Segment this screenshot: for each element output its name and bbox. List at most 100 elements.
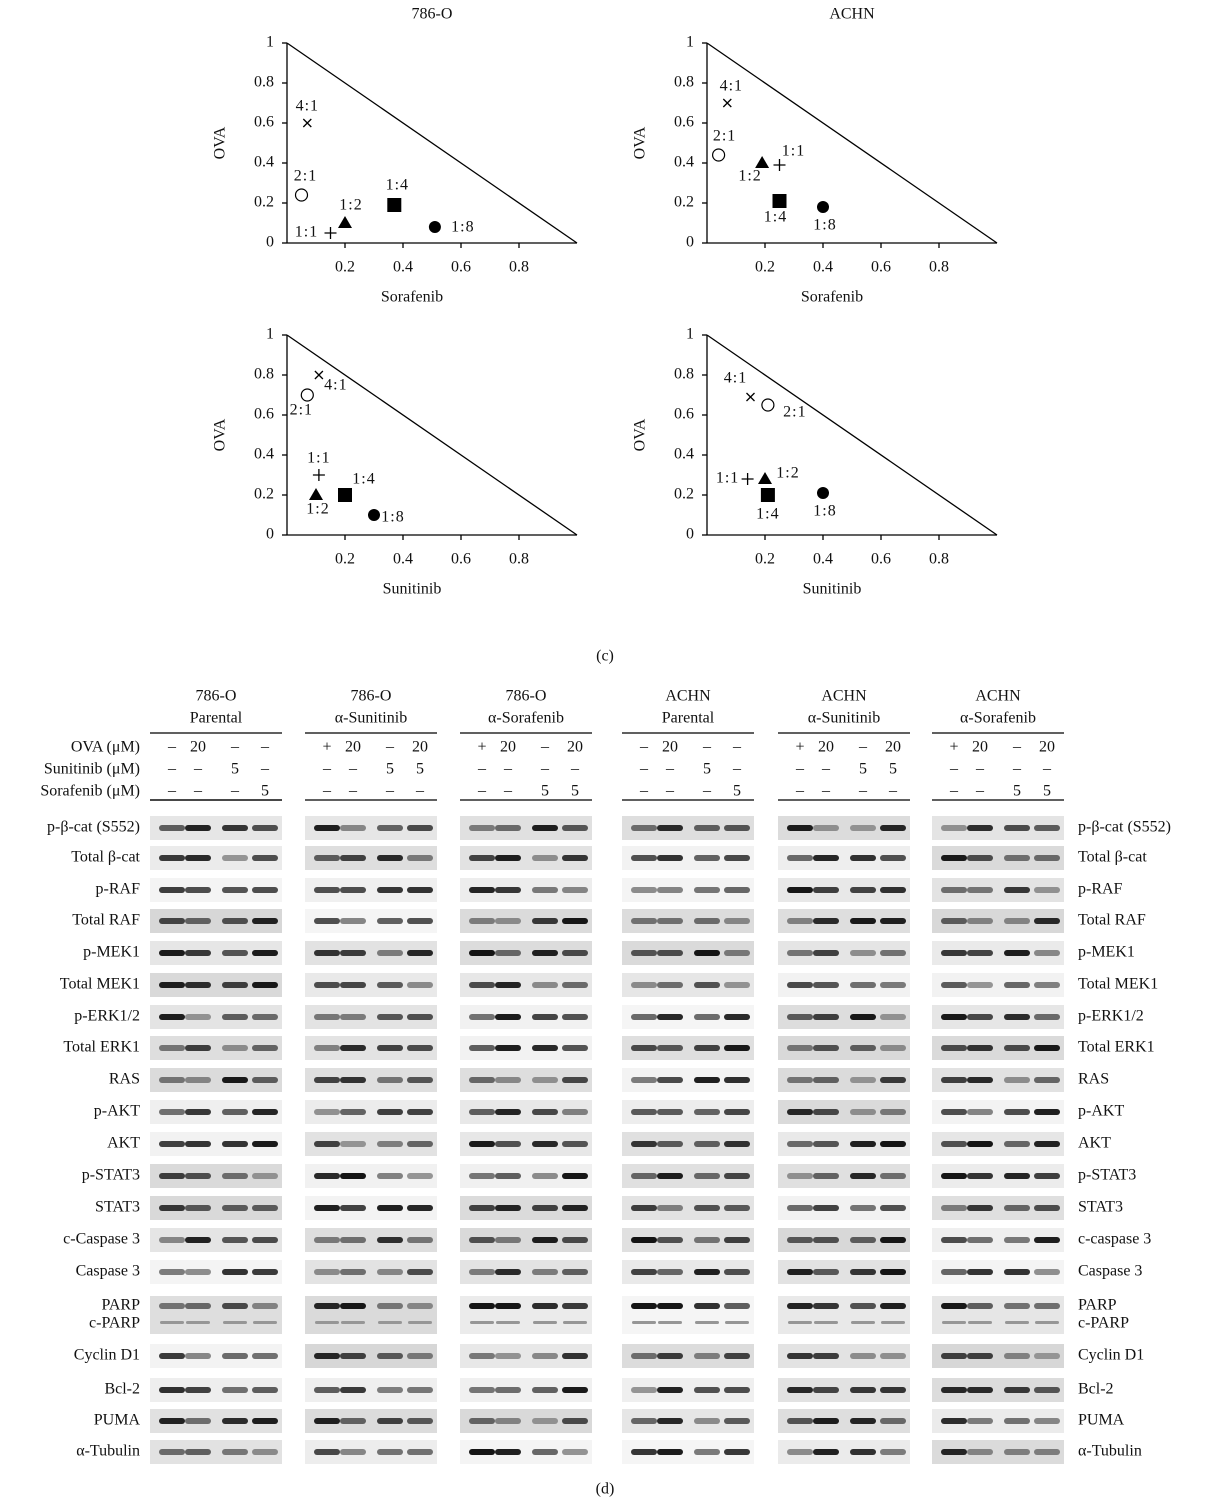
blot-band xyxy=(694,918,720,924)
blot-band xyxy=(185,887,211,893)
protein-label: Total MEK1 xyxy=(1078,976,1158,993)
blot-band xyxy=(813,1141,839,1147)
blot-band xyxy=(632,1321,656,1324)
blot-band xyxy=(941,982,967,988)
blot-band xyxy=(495,1387,521,1393)
blot-band xyxy=(407,1418,433,1424)
blot-band xyxy=(495,825,521,831)
blot-band xyxy=(941,855,967,861)
blot-band xyxy=(787,1173,813,1179)
blot-image xyxy=(305,1296,437,1334)
blot-band xyxy=(657,1237,683,1243)
protein-label: Bcl-2 xyxy=(1078,1381,1114,1398)
protein-label: Total RAF xyxy=(72,912,140,929)
blot-band xyxy=(850,1045,876,1051)
blot-band xyxy=(724,1077,750,1083)
blot-band xyxy=(941,1269,967,1275)
blot-band xyxy=(880,1014,906,1020)
blot-band xyxy=(469,1077,495,1083)
blot-band xyxy=(1004,1045,1030,1051)
blot-band xyxy=(252,1141,278,1147)
blot-band xyxy=(941,918,967,924)
blot-band xyxy=(377,1141,403,1147)
blot-band xyxy=(967,1269,993,1275)
blot-band xyxy=(185,1205,211,1211)
additivity-line xyxy=(707,335,997,535)
blot-band xyxy=(407,887,433,893)
treatment-value: – xyxy=(975,783,985,800)
group-title: ACHN xyxy=(975,688,1021,705)
treatment-label: OVA (μM) xyxy=(71,739,140,756)
blot-band xyxy=(694,1141,720,1147)
blot-band xyxy=(850,982,876,988)
blot-band xyxy=(788,1321,812,1324)
group-title: 786-O xyxy=(506,688,547,705)
blot-band xyxy=(532,1353,558,1359)
point-label: 1:4 xyxy=(352,471,375,488)
blot-band xyxy=(469,918,495,924)
blot-band xyxy=(469,1141,495,1147)
y-tick-label: 0.4 xyxy=(254,446,274,463)
blot-band xyxy=(562,1205,588,1211)
treatment-value: – xyxy=(167,739,177,756)
blot-band xyxy=(1004,1353,1030,1359)
blot-band xyxy=(407,1045,433,1051)
blot-band xyxy=(880,1418,906,1424)
treatment-value: 5 xyxy=(386,761,394,778)
point-label: 1:8 xyxy=(451,219,474,236)
blot-band xyxy=(1004,1387,1030,1393)
blot-band xyxy=(377,825,403,831)
blot-band xyxy=(967,855,993,861)
protein-label: Cyclin D1 xyxy=(74,1347,140,1364)
blot-band xyxy=(694,1303,720,1309)
blot-band xyxy=(850,1141,876,1147)
protein-label: PUMA xyxy=(1078,1412,1125,1429)
blot-band xyxy=(495,918,521,924)
point-label: 2:1 xyxy=(290,402,313,419)
blot-band xyxy=(1004,1449,1030,1455)
blot-band xyxy=(1034,982,1060,988)
protein-label: c-Caspase 3 xyxy=(63,1231,140,1248)
blot-band xyxy=(631,1173,657,1179)
y-tick-label: 0 xyxy=(266,526,274,543)
blot-band xyxy=(724,1449,750,1455)
protein-label: p-ERK1/2 xyxy=(1078,1008,1144,1025)
blot-band xyxy=(813,1303,839,1309)
blot-band xyxy=(469,825,495,831)
blot-band xyxy=(1004,887,1030,893)
treatment-value: – xyxy=(1012,739,1022,756)
blot-band xyxy=(657,1109,683,1115)
blot-band xyxy=(314,982,340,988)
blot-band xyxy=(252,1237,278,1243)
blot-band xyxy=(407,1387,433,1393)
panel-label: (d) xyxy=(596,1481,615,1498)
chart-title: ACHN xyxy=(829,6,875,23)
blot-band xyxy=(967,1237,993,1243)
blot-band xyxy=(941,1418,967,1424)
treatment-value: – xyxy=(1042,761,1052,778)
protein-label: α-Tubulin xyxy=(76,1443,140,1460)
blot-band xyxy=(562,1269,588,1275)
blot-band xyxy=(185,1449,211,1455)
treatment-value: – xyxy=(193,783,203,800)
blot-band xyxy=(850,950,876,956)
protein-label: Total β-cat xyxy=(1078,849,1147,866)
blot-band xyxy=(185,982,211,988)
blot-band xyxy=(1035,1321,1059,1324)
treatment-value: 5 xyxy=(261,783,269,800)
blot-band xyxy=(185,918,211,924)
blot-band xyxy=(1034,1173,1060,1179)
blot-band xyxy=(1004,950,1030,956)
blot-band xyxy=(222,887,248,893)
x-tick-label: 0.8 xyxy=(929,551,949,568)
blot-band xyxy=(813,1077,839,1083)
blot-band xyxy=(880,1141,906,1147)
blot-band xyxy=(186,1321,210,1324)
blot-band xyxy=(495,1014,521,1020)
blot-band xyxy=(967,1353,993,1359)
treatment-value: 5 xyxy=(416,761,424,778)
treatment-value: – xyxy=(821,761,831,778)
blot-band xyxy=(1034,887,1060,893)
protein-label: Total RAF xyxy=(1078,912,1146,929)
blot-band xyxy=(562,1449,588,1455)
